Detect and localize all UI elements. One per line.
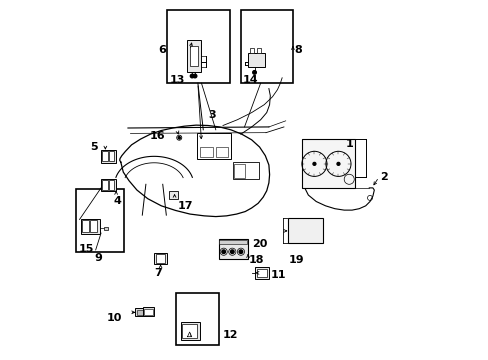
Text: 4: 4 (113, 196, 121, 206)
Bar (287, 219, 322, 243)
Text: 17: 17 (178, 201, 193, 211)
Bar (142, 307, 154, 316)
Bar (180, 322, 200, 339)
Circle shape (252, 71, 256, 74)
Bar (156, 254, 165, 263)
Bar (247, 53, 265, 67)
Text: 14: 14 (242, 75, 258, 85)
Text: 3: 3 (208, 110, 216, 120)
Circle shape (230, 250, 234, 253)
Bar (82, 220, 89, 232)
Bar (104, 226, 107, 230)
Bar (301, 139, 354, 188)
Text: 20: 20 (252, 239, 267, 249)
Bar (101, 150, 116, 163)
Bar (169, 191, 178, 199)
Circle shape (190, 74, 194, 78)
Bar (189, 46, 198, 66)
Bar (215, 147, 228, 157)
Circle shape (239, 250, 242, 253)
Bar (167, 10, 230, 83)
Bar (234, 164, 244, 178)
Bar (102, 151, 108, 161)
Bar (76, 189, 124, 252)
Bar (256, 269, 266, 277)
Text: 12: 12 (222, 330, 237, 340)
Bar (154, 253, 167, 264)
Text: 15: 15 (79, 244, 94, 254)
Bar (255, 267, 268, 279)
Bar (187, 40, 201, 72)
Bar (90, 220, 97, 232)
Bar (241, 10, 292, 83)
Text: 7: 7 (154, 267, 162, 278)
Text: 9: 9 (94, 253, 102, 263)
Bar (137, 310, 144, 315)
Text: 6: 6 (158, 45, 166, 55)
Text: 8: 8 (294, 45, 302, 55)
Text: 11: 11 (270, 270, 285, 280)
Circle shape (222, 250, 225, 253)
Text: 2: 2 (379, 172, 387, 182)
Bar (182, 324, 196, 338)
Bar (249, 48, 254, 53)
Bar (102, 180, 108, 190)
Bar (176, 293, 219, 345)
Circle shape (336, 162, 339, 165)
Bar (109, 180, 114, 190)
Circle shape (178, 136, 180, 139)
Bar (257, 48, 261, 53)
Bar (81, 219, 100, 234)
Text: 13: 13 (169, 75, 185, 85)
Bar (218, 239, 247, 259)
Text: 19: 19 (287, 255, 303, 265)
Bar (219, 240, 247, 244)
Bar (199, 147, 213, 157)
Circle shape (312, 162, 315, 165)
Text: 16: 16 (150, 131, 165, 141)
Bar (135, 309, 145, 316)
Bar (109, 151, 114, 161)
Bar (101, 179, 116, 192)
Circle shape (193, 74, 196, 78)
Text: 5: 5 (90, 142, 98, 152)
Text: 10: 10 (106, 313, 122, 323)
Bar (144, 309, 152, 315)
Bar (233, 162, 258, 179)
Bar (197, 134, 231, 159)
Text: 18: 18 (248, 255, 264, 265)
Text: 1: 1 (345, 139, 353, 149)
